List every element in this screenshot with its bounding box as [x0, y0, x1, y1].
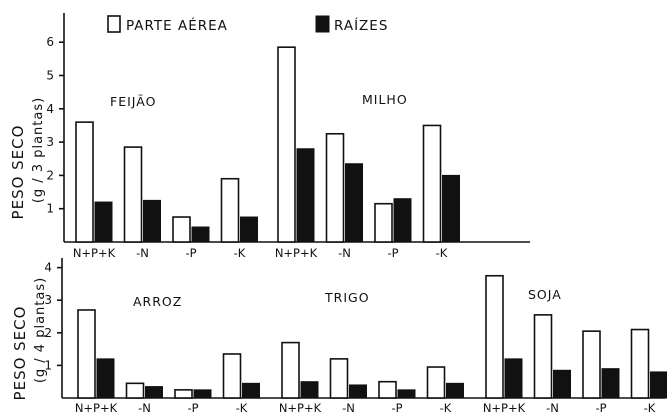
top-category-label: -N	[136, 246, 149, 260]
top-y-tick-label: 2	[46, 168, 54, 182]
top-bar-raizes	[94, 201, 113, 243]
top-bar-parte-aerea	[277, 46, 296, 243]
bottom-bar-raizes	[397, 389, 416, 399]
bottom-category-label: -N	[546, 401, 559, 415]
bottom-bar-parte-aerea	[426, 366, 446, 399]
bottom-category-label: -P	[187, 401, 198, 415]
bottom-category-label: -P	[391, 401, 402, 415]
bottom-category-label: -N	[138, 401, 151, 415]
bottom-y-axis-unit: (g / 4 plantas)	[33, 277, 48, 383]
bottom-bar-parte-aerea	[485, 274, 504, 399]
bottom-bar-raizes	[145, 386, 163, 399]
top-category-label: -P	[387, 246, 398, 260]
top-bar-raizes	[393, 198, 412, 243]
top-category-label: -K	[436, 246, 448, 260]
top-bar-parte-aerea	[75, 121, 94, 243]
bottom-category-label: N+P+K	[75, 401, 118, 415]
top-bar-parte-aerea	[123, 146, 143, 243]
top-bar-raizes	[191, 226, 210, 243]
top-bar-parte-aerea	[374, 202, 393, 243]
bottom-panel: 1 2 3 4 ARROZ N+P+K -N -P -K TRIGO N+P+K -N -P -K SOJA…	[44, 258, 667, 415]
bottom-y-tick-label: 3	[44, 293, 52, 307]
bottom-y-tick-label: 2	[44, 326, 52, 340]
bottom-bar-raizes	[242, 382, 260, 399]
top-category-label: -N	[338, 246, 351, 260]
top-bar-parte-aerea	[172, 216, 191, 243]
bottom-crop-label: ARROZ	[133, 294, 182, 309]
legend-swatch-raizes	[315, 15, 330, 33]
top-y-tick-label: 6	[46, 35, 54, 49]
bottom-bar-parte-aerea	[582, 330, 601, 399]
top-y-axis-label: PESO SECO	[9, 125, 27, 220]
legend: PARTE AÉREA RAÍZES	[107, 15, 388, 34]
bottom-bar-parte-aerea	[329, 358, 349, 399]
top-bar-raizes	[143, 199, 161, 243]
legend-label-parte-aerea: PARTE AÉREA	[126, 17, 228, 34]
top-panel: 1 2 3 4 5 6 FEIJÃO N+P+K -N -P -K MILHO N+P+K -N -P -K	[46, 13, 530, 260]
top-category-label: N+P+K	[275, 246, 318, 260]
bottom-bar-raizes	[446, 382, 464, 399]
top-bar-raizes	[345, 163, 363, 243]
top-bar-raizes	[240, 216, 258, 243]
top-bar-parte-aerea	[220, 177, 240, 243]
top-crop-label: MILHO	[362, 92, 408, 107]
bottom-y-tick-label: 4	[44, 261, 52, 275]
bottom-category-label: N+P+K	[279, 401, 322, 415]
bottom-category-label: -K	[644, 401, 656, 415]
bottom-bar-raizes	[650, 371, 667, 399]
bottom-bar-parte-aerea	[281, 341, 300, 399]
top-category-label: -K	[234, 246, 246, 260]
bottom-category-label: N+P+K	[483, 401, 526, 415]
bottom-bar-parte-aerea	[630, 328, 650, 399]
bottom-bar-parte-aerea	[222, 353, 242, 399]
bottom-bar-parte-aerea	[125, 382, 145, 399]
top-category-label: N+P+K	[73, 246, 116, 260]
top-y-axis-title: PESO SECO (g / 3 plantas)	[9, 97, 46, 220]
top-y-tick-label: 5	[46, 69, 54, 83]
bottom-bar-parte-aerea	[378, 380, 397, 399]
legend-swatch-parte-aerea	[107, 15, 121, 33]
bottom-y-axis-label: PESO SECO	[11, 306, 29, 401]
bottom-bar-parte-aerea	[174, 389, 193, 399]
bottom-category-label: -K	[440, 401, 452, 415]
legend-label-raizes: RAÍZES	[334, 17, 388, 34]
bottom-category-label: -K	[236, 401, 248, 415]
bottom-bar-raizes	[300, 381, 319, 399]
top-bar-parte-aerea	[325, 132, 345, 243]
bottom-bar-raizes	[193, 389, 212, 399]
top-bar-raizes	[296, 148, 315, 243]
bottom-y-tick-label: 1	[44, 358, 52, 372]
top-category-label: -P	[185, 246, 196, 260]
bottom-crop-label: SOJA	[528, 287, 562, 302]
bottom-bar-parte-aerea	[533, 314, 553, 399]
bottom-y-axis-title: PESO SECO (g / 4 plantas)	[11, 277, 48, 401]
bottom-bar-raizes	[601, 368, 620, 399]
bottom-bar-raizes	[96, 358, 115, 399]
bottom-bar-parte-aerea	[77, 309, 96, 399]
bottom-category-label: -P	[595, 401, 606, 415]
top-y-tick-label: 1	[46, 202, 54, 216]
top-bar-parte-aerea	[422, 124, 442, 243]
bottom-bar-raizes	[553, 369, 571, 399]
bottom-bar-raizes	[504, 358, 523, 399]
top-y-axis-unit: (g / 3 plantas)	[31, 97, 46, 203]
top-y-tick-label: 4	[46, 102, 54, 116]
top-bar-raizes	[442, 174, 460, 243]
top-y-tick-label: 3	[46, 135, 54, 149]
bottom-crop-label: TRIGO	[324, 290, 370, 305]
bottom-category-label: -N	[342, 401, 355, 415]
bottom-bar-raizes	[349, 384, 367, 399]
top-crop-label: FEIJÃO	[110, 94, 156, 109]
